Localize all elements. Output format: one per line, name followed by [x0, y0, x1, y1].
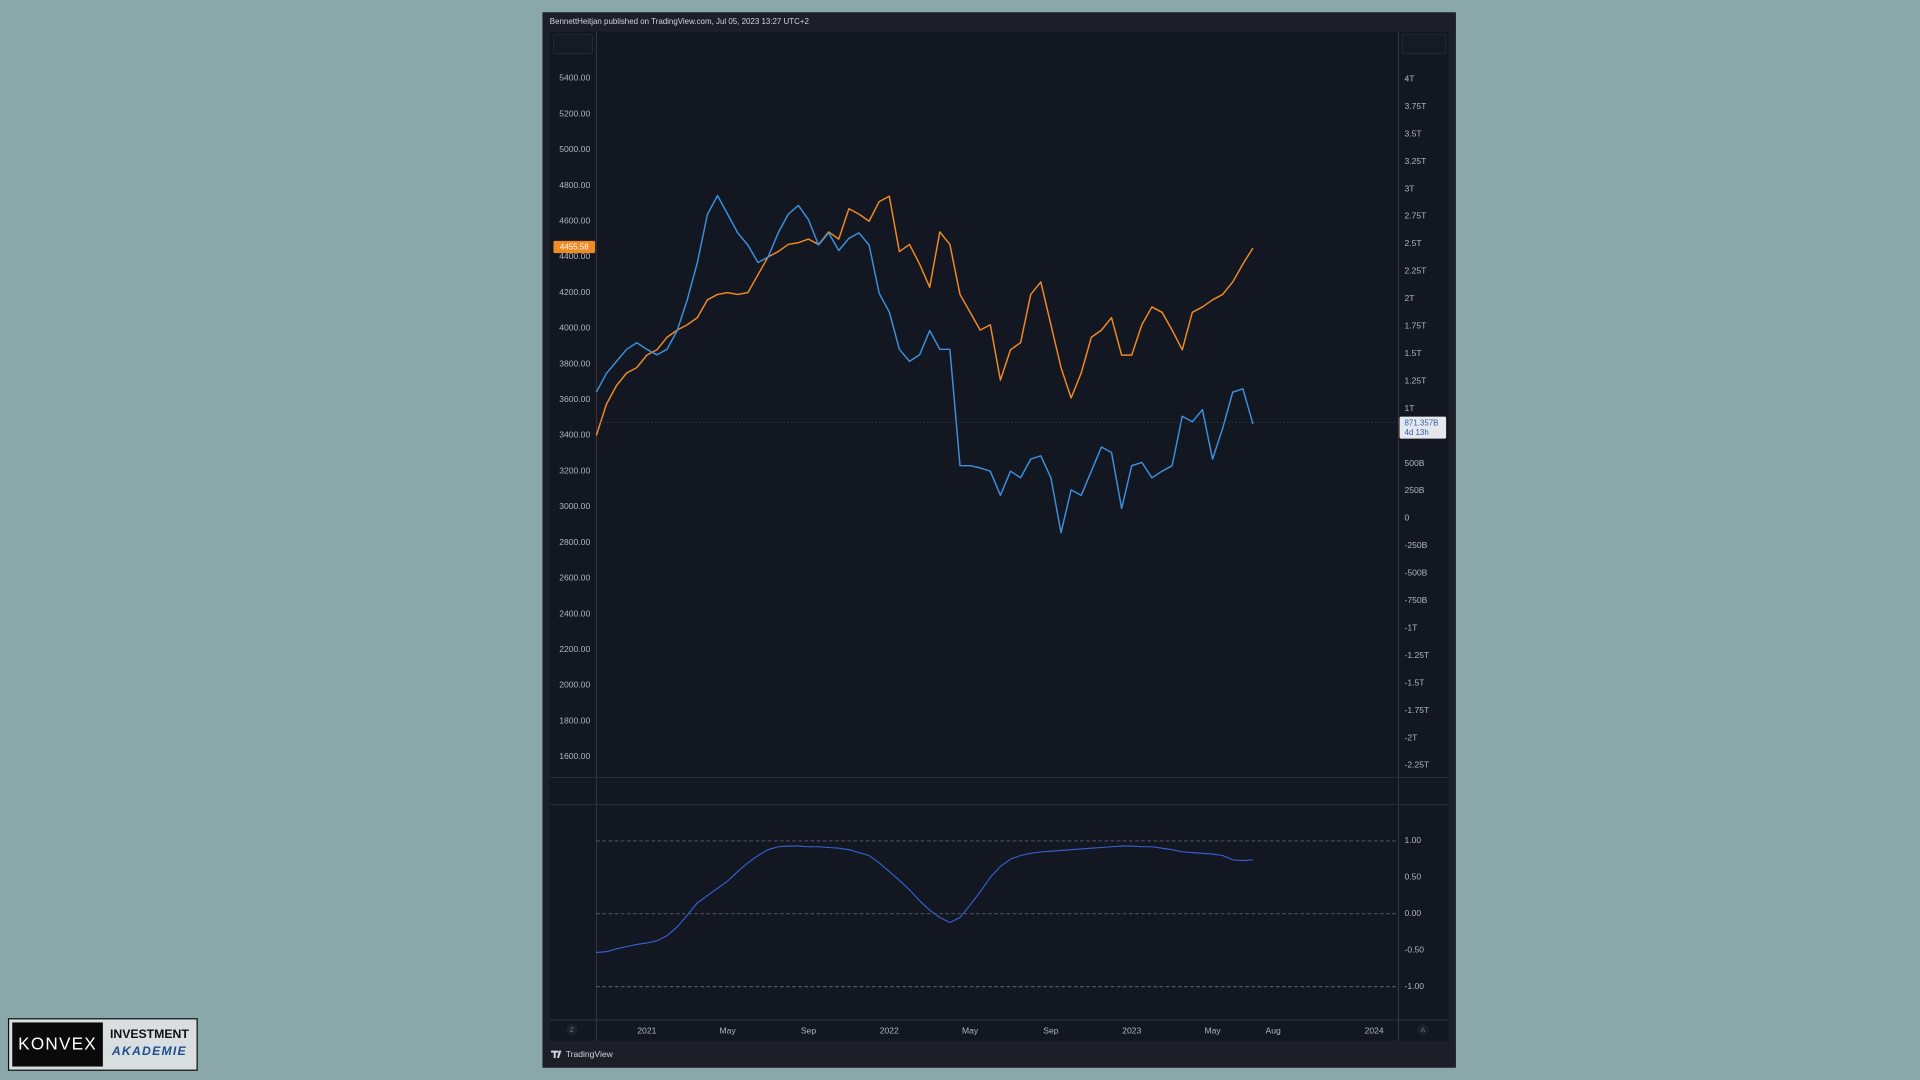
- tick-label: -1.25T: [1404, 650, 1430, 660]
- price-tag-label: 4455.58: [560, 243, 589, 252]
- tick-label: 2.25T: [1404, 266, 1427, 276]
- x-tick-label: May: [720, 1025, 737, 1035]
- footer: TradingView: [566, 1049, 614, 1059]
- logo-text: INVESTMENT: [110, 1027, 189, 1041]
- button-label[interactable]: A: [1421, 1027, 1426, 1034]
- tick-label: -1.5T: [1404, 677, 1425, 687]
- left-scale-box: [553, 33, 594, 55]
- tick-label: 1600.00: [559, 751, 590, 761]
- tick-label: 4400.00: [559, 251, 590, 261]
- button[interactable]: [566, 1024, 578, 1036]
- tick-label: 2T: [1404, 293, 1415, 303]
- tick-label: -750B: [1404, 595, 1427, 605]
- tick-label: 1T: [1404, 403, 1415, 413]
- line: [596, 845, 1253, 953]
- tick-label: -250B: [1404, 540, 1427, 550]
- tick-label: 0.50: [1404, 872, 1421, 882]
- tick-label: -1.75T: [1404, 705, 1430, 715]
- tick-label: 5400.00: [559, 73, 590, 83]
- tick-label: 2000.00: [559, 680, 590, 690]
- x-tick-label: 2023: [1122, 1025, 1141, 1035]
- price-tag-countdown: 4d 13h: [1404, 428, 1428, 437]
- tick-label: 3800.00: [559, 358, 590, 368]
- x-tick-label: 2022: [880, 1025, 899, 1035]
- tick-label: 1.00: [1404, 835, 1421, 845]
- tick-label: -0.50: [1404, 945, 1424, 955]
- tick-label: 3.75T: [1404, 101, 1427, 111]
- tick-label: -1.00: [1404, 981, 1424, 991]
- tick-label: 4200.00: [559, 287, 590, 297]
- logo-text: AKADEMIE: [111, 1044, 187, 1058]
- tick-label: 4800.00: [559, 180, 590, 190]
- tick-label: 250B: [1404, 485, 1424, 495]
- tick-label: 5000.00: [559, 144, 590, 154]
- tick-label: 0: [1404, 513, 1409, 523]
- tick-label: 2400.00: [559, 608, 590, 618]
- tick-label: 1.25T: [1404, 375, 1427, 385]
- right-scale-box: [1401, 33, 1447, 55]
- tick-label: 1.75T: [1404, 321, 1427, 331]
- button[interactable]: [1417, 1024, 1429, 1036]
- tradingview-logo: [551, 1050, 562, 1058]
- x-tick-label: May: [962, 1025, 979, 1035]
- tick-label: 2.5T: [1404, 238, 1422, 248]
- tick-label: 3600.00: [559, 394, 590, 404]
- tick-label: 4600.00: [559, 216, 590, 226]
- header: BennettHeitjan published on TradingView.…: [550, 17, 810, 26]
- tick-label: -500B: [1404, 568, 1427, 578]
- tick-label: 4T: [1404, 73, 1415, 83]
- x-tick-label: Aug: [1266, 1025, 1281, 1035]
- logo-dark: [12, 1022, 103, 1067]
- tick-label: 2200.00: [559, 644, 590, 654]
- x-tick-label: May: [1204, 1025, 1221, 1035]
- button-label[interactable]: Z: [570, 1027, 574, 1034]
- tick-label: 3.5T: [1404, 128, 1422, 138]
- tick-label: 2.75T: [1404, 211, 1427, 221]
- tick-label: 3400.00: [559, 430, 590, 440]
- tick-label: 1800.00: [559, 715, 590, 725]
- tick-label: 5200.00: [559, 108, 590, 118]
- tick-label: 3.25T: [1404, 156, 1427, 166]
- x-tick-label: 2021: [637, 1025, 656, 1035]
- line: [595, 195, 1254, 436]
- price-tag-label: 871.357B: [1404, 418, 1438, 427]
- tick-label: 2600.00: [559, 573, 590, 583]
- tick-label: 3000.00: [559, 501, 590, 511]
- tick-label: 1.5T: [1404, 348, 1422, 358]
- tick-label: -2T: [1404, 732, 1418, 742]
- chart-area: [549, 31, 1449, 1041]
- line: [595, 194, 1254, 534]
- tick-label: 3T: [1404, 183, 1415, 193]
- tick-label: 2800.00: [559, 537, 590, 547]
- tick-label: 3200.00: [559, 465, 590, 475]
- tick-label: 0.00: [1404, 908, 1421, 918]
- tick-label: -1T: [1404, 622, 1418, 632]
- x-tick-label: 2024: [1365, 1025, 1384, 1035]
- tick-label: 4000.00: [559, 323, 590, 333]
- tick-label: 500B: [1404, 458, 1424, 468]
- x-tick-label: Sep: [801, 1025, 816, 1035]
- tick-label: -2.25T: [1404, 760, 1430, 770]
- price-tag: [1399, 416, 1447, 439]
- x-tick-label: Sep: [1043, 1025, 1058, 1035]
- logo-text: KONVEX: [18, 1034, 97, 1054]
- price-tag: [553, 240, 596, 254]
